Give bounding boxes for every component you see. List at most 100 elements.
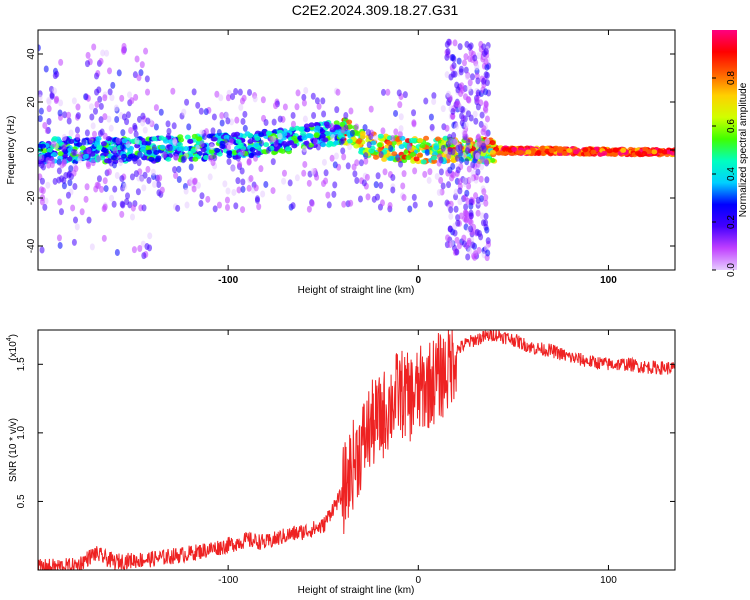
spectrogram-cell [294, 103, 300, 111]
spectrogram-cell [224, 204, 230, 212]
spectrogram-cell [65, 191, 71, 199]
spectrogram-cell [38, 107, 44, 115]
spectrogram-cell [316, 102, 322, 110]
spectrogram-cell [57, 241, 63, 249]
spectrogram-cell [651, 149, 658, 155]
spectrogram-cell [324, 131, 331, 137]
snr-ytick-label: 1.0 [16, 425, 27, 439]
spectrogram-cell [395, 154, 401, 162]
spectrogram-cell [456, 57, 462, 65]
spectrogram-cell [454, 236, 460, 244]
spectrogram-cell [102, 148, 109, 154]
spectrogram-cell [321, 158, 327, 166]
spectrogram-cell [373, 134, 379, 142]
spectrogram-cell [89, 113, 95, 121]
spectrogram-cell [242, 110, 248, 118]
snr-xlabel: Height of straight line (km) [298, 585, 415, 596]
spectrogram-cell [41, 148, 48, 154]
spectrogram-cell [75, 112, 81, 120]
spectrogram-cell [255, 150, 262, 156]
spectrogram-cell [455, 154, 461, 162]
spectrogram-xtick-label: 100 [600, 275, 617, 286]
spectrogram-cell [125, 111, 131, 119]
spectrogram-cell [290, 202, 296, 210]
spectrogram-cell [428, 200, 434, 208]
spectrogram-cell [483, 88, 489, 96]
spectrogram-cell [480, 219, 486, 227]
spectrogram-cell [66, 117, 72, 125]
spectrogram-cell [458, 212, 464, 220]
spectrogram-cell [348, 107, 354, 115]
spectrogram-cell [102, 94, 108, 102]
spectrogram-cell [96, 86, 102, 94]
spectrogram-cell [84, 129, 90, 137]
spectrogram-panel: -100 0 100 -40 -20 0 20 40 Height of straight … [6, 29, 676, 296]
spectrogram-cell [468, 225, 474, 233]
spectrogram-cell [38, 94, 43, 102]
spectrogram-cell [66, 156, 73, 162]
spectrogram-cell [308, 122, 315, 128]
spectrogram-cell [306, 205, 312, 213]
spectrogram-cell [450, 54, 456, 62]
spectrogram-cell [301, 169, 307, 177]
spectrogram-cell [479, 212, 485, 220]
spectrogram-cell [38, 115, 43, 123]
spectrogram-cell [211, 113, 217, 121]
spectrogram-cell [464, 158, 470, 166]
spectrogram-cell [240, 185, 246, 193]
spectrogram-cell [103, 185, 109, 193]
spectrogram-cell [96, 175, 102, 183]
spectrogram-cell [398, 125, 404, 133]
spectrogram-cell [445, 234, 451, 242]
spectrogram-cell [431, 98, 437, 106]
spectrogram-cell [125, 192, 131, 200]
spectrogram-cell [198, 107, 204, 115]
spectrogram-cell [148, 156, 155, 162]
spectrogram-cell [260, 96, 266, 104]
spectrogram-cell [450, 107, 456, 115]
spectrogram-cell [396, 89, 402, 97]
spectrogram-cell [422, 170, 428, 178]
spectrogram-cell [104, 49, 110, 57]
spectrogram-cell [423, 97, 429, 105]
spectrogram-cell [184, 201, 190, 209]
spectrogram-cell [49, 92, 55, 100]
spectrogram-cell [416, 152, 423, 158]
spectrogram-cell [219, 119, 225, 127]
spectrogram-cell [247, 132, 254, 138]
spectrogram-cell [447, 225, 453, 233]
spectrogram-cell [340, 126, 346, 134]
spectrogram-cell [70, 204, 76, 212]
colorbar-tick-label: 0.0 [726, 263, 737, 277]
spectrogram-cell [478, 175, 484, 183]
colorbar-gradient [712, 30, 737, 270]
spectrogram-cell [56, 138, 63, 144]
spectrogram-cell [374, 193, 380, 201]
spectrogram-cell [326, 140, 333, 146]
spectrogram-cell [548, 147, 555, 153]
spectrogram-cell [479, 163, 485, 171]
spectrogram-cell [431, 92, 437, 100]
spectrogram-cell [147, 244, 153, 252]
spectrogram-cell [130, 213, 136, 221]
spectrogram-cell [145, 165, 151, 173]
spectrogram-cell [145, 117, 151, 125]
spectrogram-cell [99, 128, 105, 136]
spectrogram-cell [590, 149, 597, 155]
spectrogram-cell [408, 137, 415, 143]
spectrogram-cell [150, 168, 156, 176]
spectrogram-cell [195, 144, 201, 152]
spectrogram-cell [72, 149, 78, 157]
spectrogram-cell [79, 145, 86, 151]
spectrogram-cell [348, 199, 354, 207]
spectrogram-cell [511, 146, 518, 152]
spectrogram-cell [457, 143, 463, 151]
spectrogram-cell [382, 168, 388, 176]
spectrogram-cell [472, 253, 478, 261]
spectrogram-cell [172, 166, 178, 174]
spectrogram-cell [343, 112, 349, 120]
spectrogram-cell [455, 100, 461, 108]
spectrogram-cell [279, 148, 286, 154]
spectrogram-cell [313, 137, 319, 145]
spectrogram-cell [56, 167, 62, 175]
